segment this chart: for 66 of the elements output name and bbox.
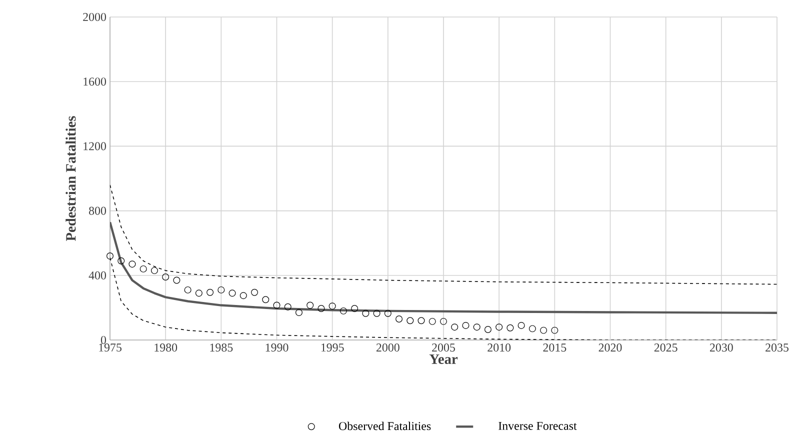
point [206,288,214,296]
point [440,318,447,325]
x-tick-label: 1985 [210,344,233,352]
point [318,305,325,312]
point [228,290,236,297]
point [150,267,158,274]
line-series [110,184,778,285]
point [406,317,414,324]
point [428,318,436,325]
point [418,317,425,324]
point [484,326,492,333]
point [506,324,514,332]
legend-label: Inverse Forecast [498,422,577,430]
point [451,324,458,331]
point [373,310,380,317]
x-tick-label: 2025 [654,344,678,352]
y-tick-label: 400 [88,271,106,280]
point [106,252,114,260]
line-series [110,221,778,314]
legend-label: Observed Fatalities [338,422,431,430]
point [551,326,558,334]
point [240,292,247,300]
x-tick-label: 1995 [321,344,344,352]
point [262,296,270,304]
y-tick-label: 0 [100,336,106,344]
point [218,286,225,294]
point [528,325,536,332]
point [518,322,525,329]
point [184,286,192,294]
point [496,324,503,331]
point [295,309,302,316]
x-tick-label: 1975 [99,344,122,352]
point [340,307,347,314]
x-tick-label: 2035 [766,344,788,352]
y-tick-label: 800 [89,206,106,215]
y-tick-label: 1600 [84,78,106,86]
y-tick-label: 1200 [84,142,106,150]
point [195,290,202,297]
point [396,316,403,322]
x-tick-label: 2015 [543,344,566,352]
x-tick-label: 2020 [598,344,622,352]
point [140,265,147,272]
point [128,260,136,268]
y-axis-title: Pedestrian Fatalities [66,116,76,241]
x-tick-label: 2005 [432,344,455,352]
x-tick-label: 2000 [376,344,400,352]
point [384,310,392,317]
x-tick-label: 2030 [710,344,733,352]
x-tick-label: 1990 [266,344,288,352]
point [306,302,314,309]
x-tick-label: 2010 [488,344,511,352]
point [362,310,370,317]
point [273,302,280,309]
point [284,303,292,310]
point [473,324,480,331]
point [540,326,548,334]
point [173,276,180,284]
point [351,305,358,312]
point [251,288,258,296]
point [328,302,336,310]
point [162,274,170,281]
point [462,322,470,329]
y-tick-label: 2000 [83,12,106,22]
point [118,257,125,264]
x-axis-title: Year [429,354,458,364]
x-tick-label: 1980 [154,344,178,352]
